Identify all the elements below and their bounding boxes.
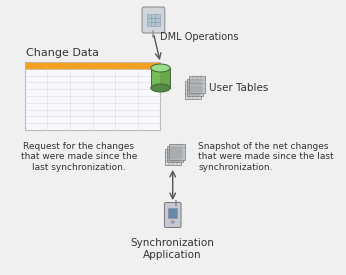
FancyBboxPatch shape — [164, 202, 181, 227]
Text: Snapshot of the net changes
that were made since the last
synchronization.: Snapshot of the net changes that were ma… — [198, 142, 334, 172]
Text: Synchronization
Application: Synchronization Application — [131, 238, 215, 260]
Text: Change Data: Change Data — [26, 48, 99, 58]
Polygon shape — [184, 81, 201, 98]
Ellipse shape — [151, 64, 170, 72]
Polygon shape — [169, 144, 184, 160]
Ellipse shape — [171, 221, 174, 223]
Bar — [151, 68, 170, 88]
Polygon shape — [186, 79, 203, 96]
Polygon shape — [167, 146, 183, 163]
Bar — [161, 68, 170, 88]
Polygon shape — [189, 76, 206, 93]
Ellipse shape — [151, 84, 170, 92]
Text: Request for the changes
that were made since the
last synchronization.: Request for the changes that were made s… — [21, 142, 137, 172]
Bar — [25, 62, 161, 69]
FancyBboxPatch shape — [142, 7, 165, 33]
Bar — [147, 14, 160, 26]
Polygon shape — [165, 149, 181, 165]
Bar — [168, 208, 177, 218]
Text: User Tables: User Tables — [209, 83, 268, 93]
Bar — [25, 62, 161, 130]
Text: DML Operations: DML Operations — [161, 32, 239, 42]
